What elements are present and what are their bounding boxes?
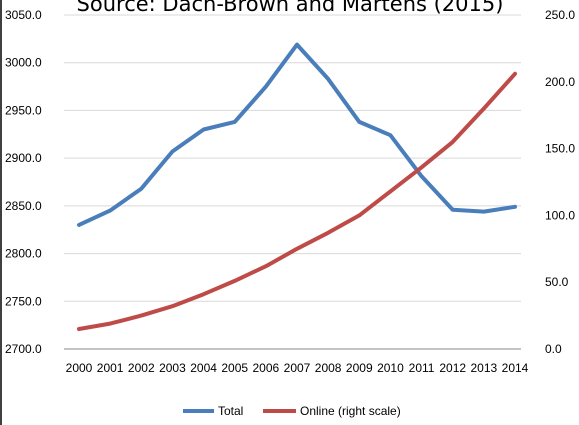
x-tick-label: 2006 — [253, 361, 280, 375]
right-tick-label: 100.0 — [545, 208, 575, 222]
right-tick-label: 150.0 — [545, 142, 575, 156]
legend: Total Online (right scale) — [183, 404, 401, 418]
x-tick-label: 2008 — [315, 361, 342, 375]
x-tick-label: 2014 — [502, 361, 529, 375]
x-tick-label: 2001 — [97, 361, 124, 375]
x-tick-label: 2003 — [159, 361, 186, 375]
source-note: Source: Dach-Brown and Martens (2015) — [77, 0, 504, 16]
legend-label-total: Total — [218, 404, 243, 418]
left-tick-label: 2700.0 — [5, 342, 42, 356]
left-tick-label: 3000.0 — [5, 56, 42, 70]
x-tick-label: 2009 — [346, 361, 373, 375]
series-line-online — [77, 71, 517, 331]
left-tick-label: 3050.0 — [5, 8, 42, 22]
x-tick-label: 2010 — [377, 361, 404, 375]
x-tick-label: 2013 — [471, 361, 498, 375]
left-tick-label: 2850.0 — [5, 199, 42, 213]
right-tick-label: 0.0 — [545, 342, 562, 356]
x-tick-label: 2012 — [439, 361, 466, 375]
left-tick-label: 2950.0 — [5, 103, 42, 117]
right-tick-label: 50.0 — [545, 275, 569, 289]
right-tick-label: 200.0 — [545, 75, 575, 89]
gridlines — [64, 14, 521, 302]
x-tick-label: 2007 — [284, 361, 311, 375]
x-axis-ticks: 2000 2001 2002 2003 2004 2005 2006 2007 2008 2009… — [66, 361, 529, 375]
left-axis-ticks: 2700.0 2750.0 2800.0 2850.0 2900.0 2950.0 3000… — [5, 8, 42, 356]
x-tick-label: 2000 — [66, 361, 93, 375]
x-tick-label: 2011 — [409, 361, 435, 375]
series-lines — [77, 42, 517, 331]
right-tick-label: 250.0 — [545, 8, 575, 22]
x-tick-label: 2002 — [128, 361, 155, 375]
series-line-total — [77, 42, 517, 227]
x-tick-label: 2005 — [221, 361, 248, 375]
left-tick-label: 2750.0 — [5, 294, 42, 308]
left-tick-label: 2900.0 — [5, 151, 42, 165]
left-tick-label: 2800.0 — [5, 247, 42, 261]
legend-label-online: Online (right scale) — [300, 404, 401, 418]
x-tick-label: 2004 — [190, 361, 217, 375]
right-axis-ticks: 0.0 50.0 100.0 150.0 200.0 250.0 — [545, 8, 575, 356]
